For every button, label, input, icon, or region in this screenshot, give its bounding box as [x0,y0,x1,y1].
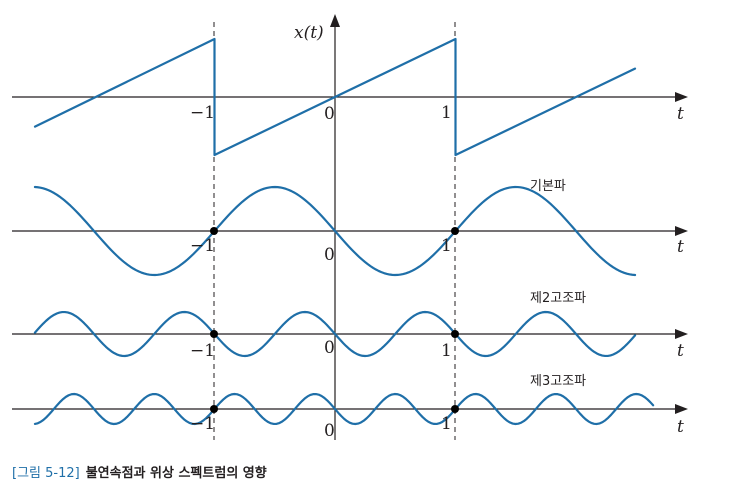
dot-second-minus1 [210,330,218,338]
tick-1-second: 1 [441,341,452,361]
vertical-axis-arrow [330,14,340,27]
figure-caption: [그림 5-12] 불연속점과 위상 스펙트럼의 영향 [12,462,267,481]
sawtooth-curve [33,37,637,157]
tick-minus1-second: −1 [190,341,215,361]
dot-second-plus1 [451,330,459,338]
dot-third-plus1 [451,405,459,413]
tick-0-signal: 0 [324,104,335,124]
second-harmonic-curve [33,310,637,358]
caption-title: 불연속점과 위상 스펙트럼의 영향 [85,466,267,481]
tick-1-fundamental: 1 [441,236,452,256]
y-axis-label: x(t) [294,23,324,43]
panel-signal: t −1 0 1 [12,37,688,157]
second-harmonic-label: 제2고조파 [530,291,586,306]
caption-number: [그림 5-12] [12,466,80,481]
tick-0-third: 0 [324,421,335,441]
tick-minus1-fundamental: −1 [190,236,215,256]
panel-third-harmonic: 제3고조파 t −1 0 1 [12,374,688,441]
time-axis-arrow-signal [675,92,688,102]
panel-fundamental: 기본파 t −1 0 1 [12,179,688,277]
tick-minus1-signal: −1 [190,103,215,123]
t-label-third: t [677,417,684,437]
time-axis-arrow-second [675,329,688,339]
t-label-signal: t [677,104,684,124]
t-label-fundamental: t [677,237,684,257]
t-label-second: t [677,341,684,361]
dot-fundamental-plus1 [451,227,459,235]
panel-second-harmonic: 제2고조파 t −1 0 1 [12,291,688,361]
dot-third-minus1 [210,405,218,413]
dot-fundamental-minus1 [210,227,218,235]
third-harmonic-label: 제3고조파 [530,374,586,389]
fundamental-curve [33,185,637,277]
tick-1-signal: 1 [441,103,452,123]
fundamental-label: 기본파 [530,179,566,194]
time-axis-arrow-third [675,404,688,414]
time-axis-arrow-fundamental [675,226,688,236]
tick-0-second: 0 [324,338,335,358]
tick-minus1-third: −1 [190,414,215,434]
tick-1-third: 1 [441,414,452,434]
tick-0-fundamental: 0 [324,245,335,265]
third-harmonic-curve [33,392,655,426]
